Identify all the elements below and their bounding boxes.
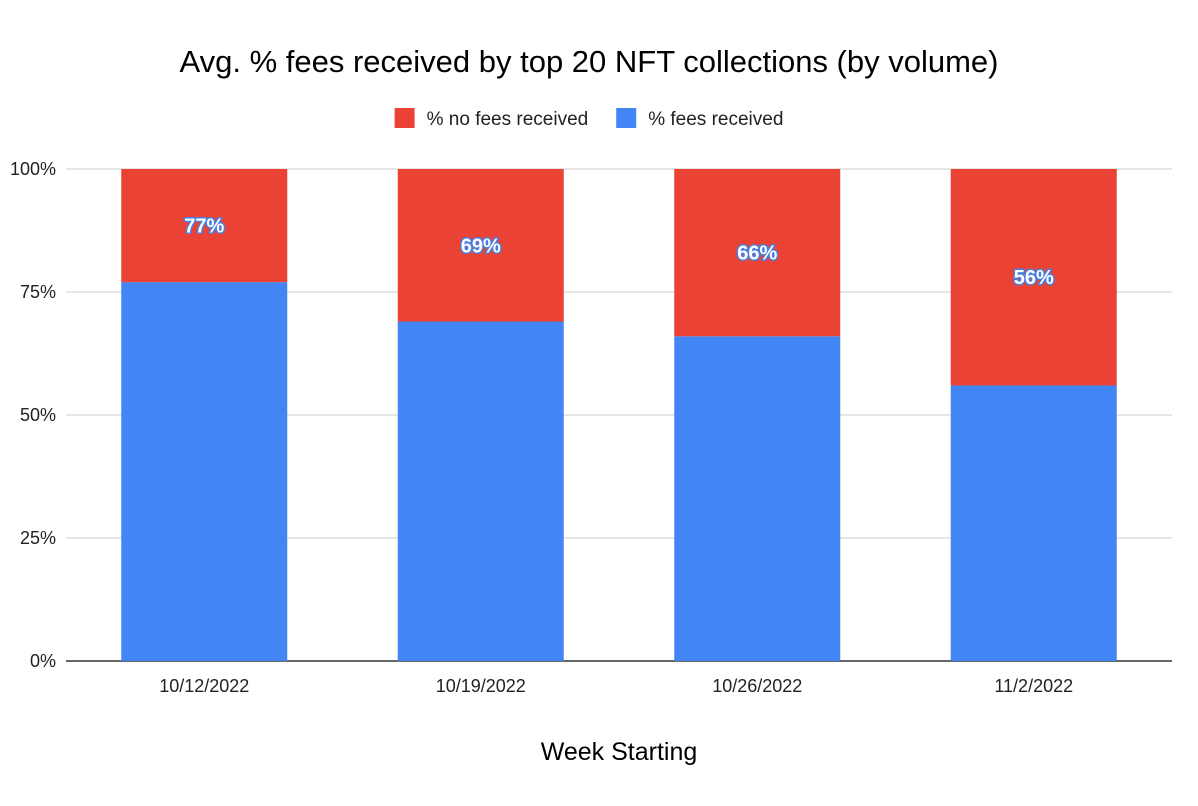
x-tick-label: 11/2/2022: [994, 676, 1073, 696]
y-tick-label: 75%: [20, 282, 56, 302]
data-label: 56%: [1014, 267, 1054, 289]
y-axis-tick-labels: 0% 25% 50% 75% 100%: [10, 159, 56, 671]
legend-label: % no fees received: [427, 109, 589, 130]
bar-no-fees-received: [674, 169, 841, 337]
y-tick-label: 0%: [30, 651, 56, 671]
x-axis-tick-labels: 10/12/2022 10/19/2022 10/26/2022 11/2/2022: [159, 676, 1073, 696]
legend-swatch: [616, 108, 637, 128]
legend-swatch: [394, 108, 415, 128]
x-axis-title: Week Starting: [541, 738, 698, 766]
y-tick-label: 25%: [20, 528, 56, 548]
chart-title: Avg. % fees received by top 20 NFT colle…: [179, 44, 998, 79]
bar-fees-received: [674, 336, 841, 661]
bar-no-fees-received: [397, 169, 564, 322]
chart-legend: % no fees received % fees received: [394, 108, 783, 130]
y-tick-label: 100%: [10, 159, 56, 179]
bar-fees-received: [397, 321, 564, 661]
x-tick-label: 10/12/2022: [159, 676, 249, 696]
data-label: 66%: [737, 243, 777, 265]
x-tick-label: 10/19/2022: [436, 676, 526, 696]
bar-no-fees-received: [121, 169, 288, 283]
bar-fees-received: [950, 385, 1117, 661]
bar-fees-received: [121, 282, 288, 661]
bar-no-fees-received: [950, 169, 1117, 386]
chart-bars: [121, 169, 1117, 661]
y-tick-label: 50%: [20, 405, 56, 425]
legend-label: % fees received: [648, 109, 783, 130]
x-tick-label: 10/26/2022: [712, 676, 802, 696]
chart-data-labels: 77% 69% 66% 56%: [183, 214, 1056, 291]
data-label: 69%: [461, 235, 501, 257]
data-label: 77%: [184, 216, 224, 238]
